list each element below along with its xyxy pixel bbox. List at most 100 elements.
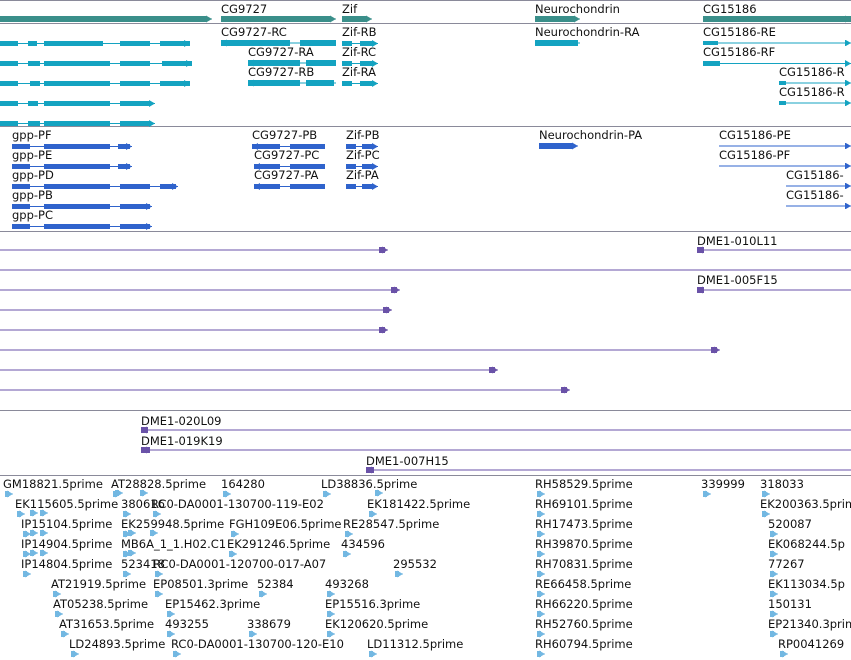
est-marker[interactable] — [29, 529, 39, 537]
gene-label[interactable]: CG15186 — [703, 2, 757, 16]
est-label[interactable]: EP21340.3prim — [768, 617, 851, 631]
est-marker[interactable] — [322, 490, 332, 498]
est-marker[interactable] — [536, 650, 546, 658]
est-label[interactable]: 150131 — [768, 597, 812, 611]
est-marker[interactable] — [536, 610, 546, 618]
est-label[interactable]: MB6A_1_1.H02.C1 — [121, 537, 227, 551]
est-marker[interactable] — [394, 570, 404, 578]
est-label[interactable]: FGH109E06.5prime — [229, 517, 342, 531]
est-label[interactable]: IP15104.5prime — [21, 517, 113, 531]
transcript-gpp-glyph[interactable] — [0, 119, 156, 127]
est-label[interactable]: 164280 — [221, 477, 265, 491]
est-label[interactable]: LD24893.5prime — [69, 637, 166, 651]
transcript-label[interactable]: CG15186-RE — [703, 25, 776, 39]
est-marker[interactable] — [22, 550, 32, 558]
est-label[interactable]: IP14804.5prime — [21, 557, 113, 571]
est-marker[interactable] — [702, 490, 712, 498]
est-label[interactable]: AT05238.5prime — [53, 597, 149, 611]
transcript-gpp-glyph[interactable] — [0, 59, 193, 67]
gene-neurochondrin-glyph[interactable] — [534, 15, 581, 23]
est-marker[interactable] — [779, 650, 789, 658]
gene-cg15186-glyph[interactable] — [702, 15, 851, 23]
est-label[interactable]: RH17473.5prime — [535, 517, 633, 531]
clone-glyph[interactable] — [0, 366, 499, 374]
est-marker[interactable] — [54, 610, 64, 618]
gene-label[interactable]: Zif — [342, 2, 358, 16]
est-label[interactable]: RP0041269 — [778, 637, 845, 651]
est-marker[interactable] — [326, 630, 336, 638]
est-marker[interactable] — [114, 489, 124, 497]
est-marker[interactable] — [154, 590, 164, 598]
est-marker[interactable] — [374, 489, 384, 497]
est-marker[interactable] — [769, 550, 779, 558]
est-label[interactable]: 338679 — [247, 617, 291, 631]
est-marker[interactable] — [344, 530, 354, 538]
transcript-zif-rb-glyph[interactable] — [341, 39, 379, 47]
est-marker[interactable] — [122, 570, 132, 578]
protein-label[interactable]: Zif-PC — [346, 148, 380, 162]
protein-label[interactable]: CG15186- — [786, 168, 844, 182]
est-marker[interactable] — [228, 550, 238, 558]
transcript-cg9727-rc-glyph[interactable] — [220, 39, 337, 47]
protein-gpp-glyph[interactable] — [11, 182, 179, 190]
est-label[interactable]: 434596 — [341, 537, 385, 551]
est-label[interactable]: AT21919.5prime — [51, 577, 147, 591]
est-marker[interactable] — [166, 630, 176, 638]
protein-zif-pa-glyph[interactable] — [345, 182, 379, 190]
est-marker[interactable] — [4, 490, 14, 498]
est-label[interactable]: RH39870.5prime — [535, 537, 633, 551]
est-marker[interactable] — [326, 590, 336, 598]
protein-label[interactable]: CG15186-PE — [719, 128, 791, 142]
est-marker[interactable] — [761, 490, 771, 498]
est-label[interactable]: EK291246.5prime — [227, 537, 331, 551]
clone-glyph[interactable] — [0, 386, 571, 394]
transcript-label[interactable]: CG15186-R — [779, 85, 845, 99]
est-label[interactable]: RH70831.5prime — [535, 557, 633, 571]
est-label[interactable]: 77267 — [768, 557, 805, 571]
gene-label[interactable]: Neurochondrin — [535, 2, 620, 16]
protein-label[interactable]: Zif-PB — [346, 128, 380, 142]
est-marker[interactable] — [761, 510, 771, 518]
est-label[interactable]: RH66220.5prime — [535, 597, 633, 611]
gene-label[interactable]: CG9727 — [221, 2, 268, 16]
est-label[interactable]: IP14904.5prime — [21, 537, 113, 551]
est-marker[interactable] — [769, 610, 779, 618]
protein-cg15186-glyph[interactable] — [785, 183, 851, 189]
est-label[interactable]: EK068244.5p — [768, 537, 845, 551]
est-marker[interactable] — [536, 530, 546, 538]
protein-cg9727-pc-glyph[interactable] — [253, 162, 326, 170]
protein-cg9727-pb-glyph[interactable] — [251, 142, 326, 150]
est-marker[interactable] — [368, 650, 378, 658]
est-label[interactable]: EK115605.5prime — [15, 497, 119, 511]
protein-label[interactable]: Zif-PA — [346, 168, 379, 182]
protein-label[interactable]: CG9727-PC — [254, 148, 320, 162]
est-label[interactable]: EK181422.5prime — [367, 497, 471, 511]
protein-gpp-glyph[interactable] — [11, 222, 153, 230]
protein-label[interactable]: CG15186-PF — [719, 148, 791, 162]
est-label[interactable]: EP15462.3prime — [165, 597, 261, 611]
transcript-cg15186-rf-glyph[interactable] — [702, 59, 851, 67]
clone-dme1-019k19-glyph[interactable] — [140, 446, 851, 454]
est-label[interactable]: 380616 — [121, 497, 165, 511]
protein-cg15186-pf-glyph[interactable] — [718, 163, 851, 169]
transcript-gpp-glyph[interactable] — [0, 39, 191, 47]
est-marker[interactable] — [536, 510, 546, 518]
protein-label[interactable]: CG15186- — [786, 188, 844, 202]
gene-cg9727-glyph[interactable] — [220, 15, 337, 23]
est-marker[interactable] — [39, 549, 49, 557]
est-marker[interactable] — [60, 630, 70, 638]
protein-label[interactable]: gpp-PB — [12, 188, 53, 202]
est-label[interactable]: EK120620.5prime — [325, 617, 429, 631]
est-label[interactable]: RE66458.5prime — [535, 577, 632, 591]
est-label[interactable]: EK113034.5p — [768, 577, 845, 591]
clone-label[interactable]: DME1-020L09 — [141, 414, 222, 428]
est-label[interactable]: 523418 — [121, 557, 165, 571]
protein-label[interactable]: gpp-PF — [12, 128, 52, 142]
transcript-label[interactable]: CG15186-R — [779, 65, 845, 79]
clone-dme1-005f15-glyph[interactable] — [696, 286, 851, 294]
clone-dme1-007h15-glyph[interactable] — [365, 466, 851, 474]
est-marker[interactable] — [368, 510, 378, 518]
clone-glyph[interactable] — [0, 326, 389, 334]
est-marker[interactable] — [39, 509, 49, 517]
transcript-label[interactable]: Zif-RC — [342, 45, 377, 59]
